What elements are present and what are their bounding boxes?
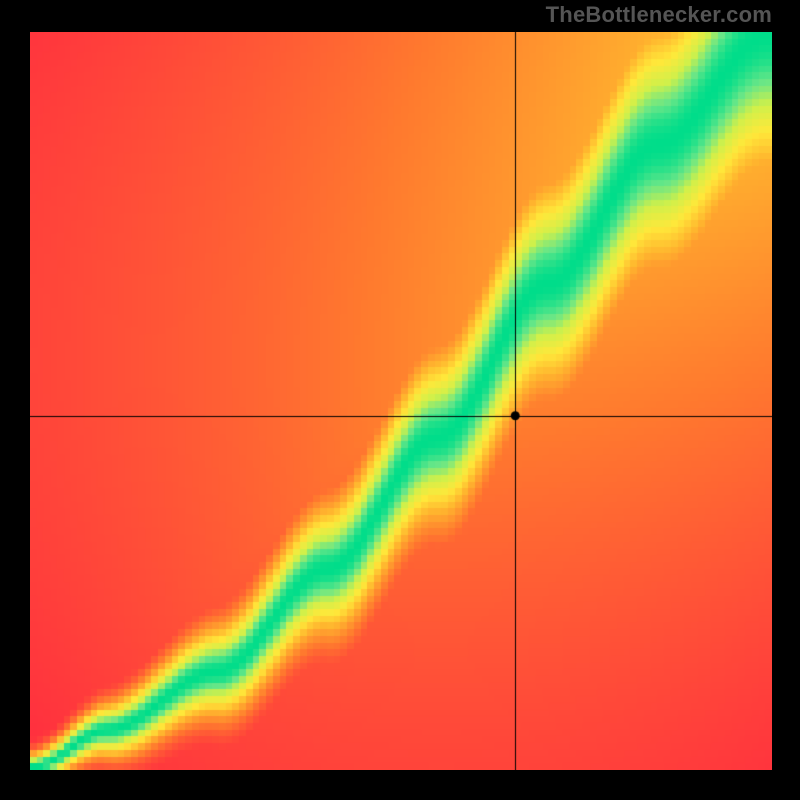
chart-frame: { "watermark": { "text": "TheBottlenecke… [0, 0, 800, 800]
heatmap-canvas [30, 32, 772, 770]
watermark-text: TheBottlenecker.com [546, 2, 772, 28]
